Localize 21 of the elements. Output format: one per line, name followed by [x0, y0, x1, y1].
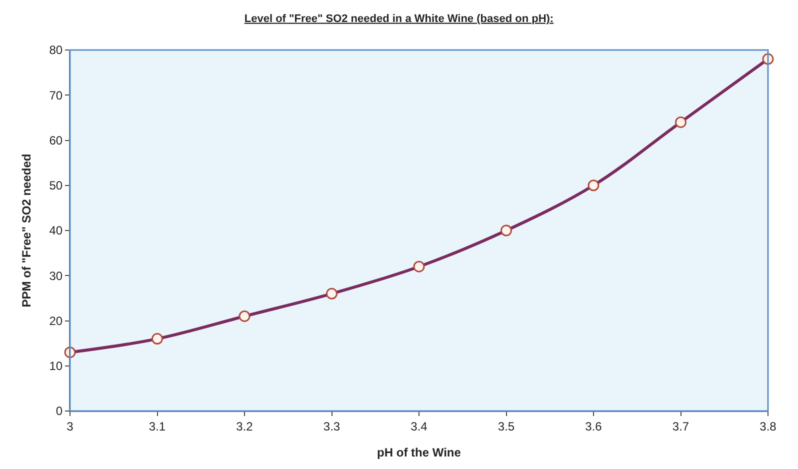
x-tick-label: 3.5 [498, 419, 515, 434]
chart-title: Level of "Free" SO2 needed in a White Wine (based on pH): [244, 12, 554, 25]
y-tick-label: 10 [49, 359, 63, 374]
x-tick-label: 3.2 [236, 419, 254, 434]
x-tick-label: 3.7 [672, 419, 690, 434]
y-tick-label: 0 [56, 404, 63, 418]
x-tick-label: 3.1 [148, 419, 166, 434]
x-tick-label: 3.8 [760, 419, 777, 434]
y-tick-label: 70 [49, 88, 63, 102]
x-tick-label: 3.4 [410, 419, 428, 434]
x-tick-label: 3.3 [323, 419, 340, 434]
x-tick-label: 3.6 [585, 419, 602, 434]
x-tick-label: 3 [66, 419, 74, 434]
y-tick-label: 20 [49, 314, 63, 328]
y-tick-label: 60 [49, 133, 63, 148]
y-tick-label: 50 [49, 178, 63, 193]
y-tick-label: 30 [49, 268, 63, 283]
y-axis-title: PPM of "Free" SO2 needed [20, 154, 34, 308]
y-tick-label: 40 [49, 224, 63, 238]
x-axis-title: pH of the Wine [377, 445, 462, 460]
y-tick-label: 80 [49, 43, 63, 58]
